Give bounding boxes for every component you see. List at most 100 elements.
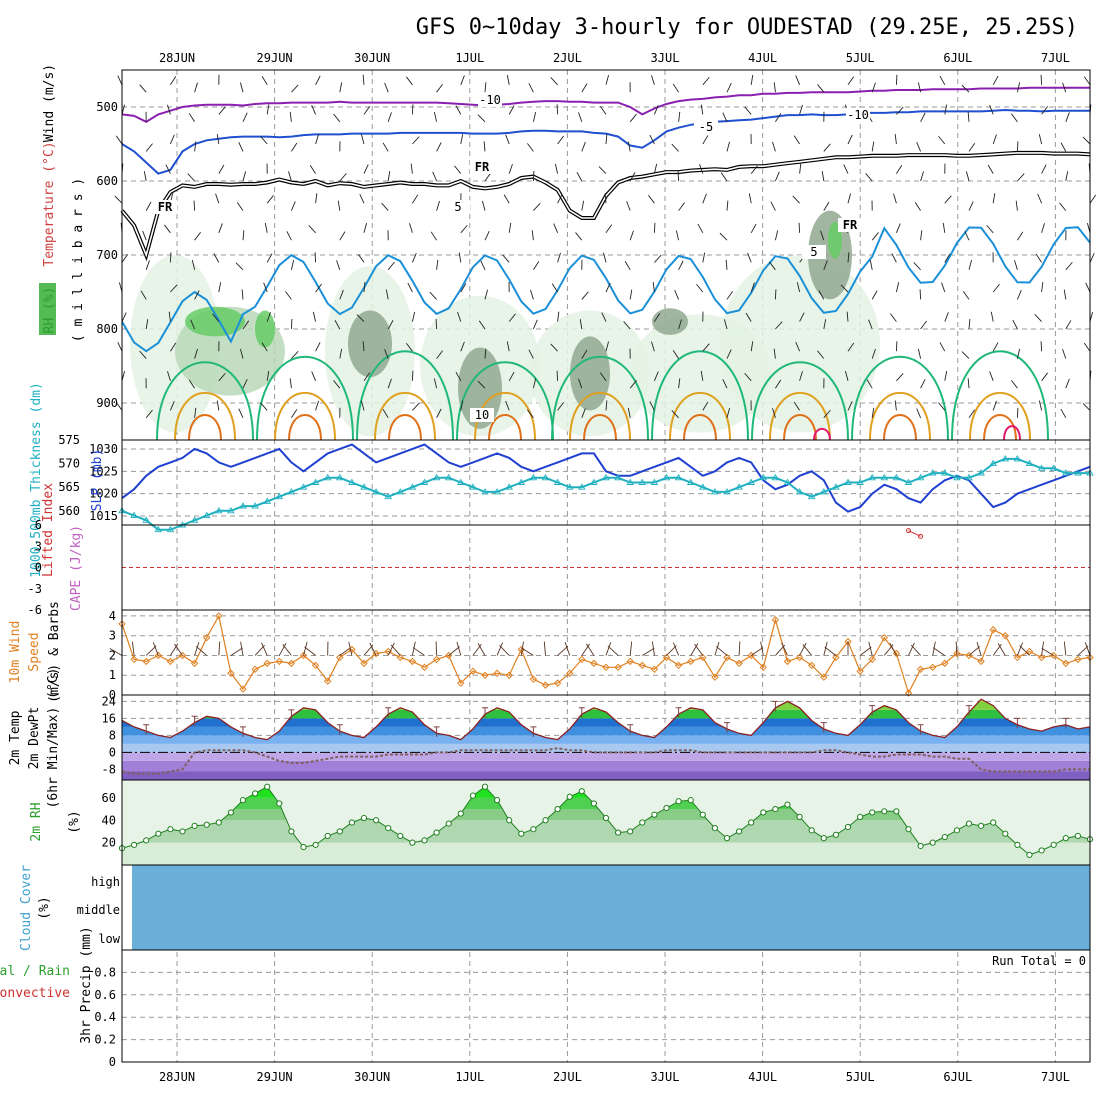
precip-tick-label: 0 [109, 1055, 116, 1069]
wind-barb [266, 311, 271, 322]
wind-barb [1016, 407, 1019, 418]
pressure-tick-label: 900 [96, 396, 118, 410]
wind-tick-label: 0 [109, 688, 116, 702]
wind-barb [649, 134, 655, 145]
time-label-top: 5JUL [846, 51, 875, 65]
wind-barb [260, 136, 268, 145]
rh-point [542, 817, 549, 824]
thickness-marker [360, 483, 368, 490]
rh-point [953, 827, 961, 834]
wind-barb [312, 311, 317, 322]
wind-barb [871, 82, 876, 93]
wind-barb [360, 400, 365, 411]
wind-barb [629, 172, 636, 182]
rh-point [869, 809, 876, 816]
wind-barb [651, 341, 655, 352]
wind-speed-marker [904, 689, 913, 697]
wind-barb [1016, 82, 1021, 93]
wind-barb [865, 173, 873, 182]
thickness-marker [614, 473, 622, 481]
thickness-marker [190, 516, 199, 523]
wind-barb [702, 76, 710, 86]
rh-point [1014, 841, 1021, 848]
wind-barb [700, 370, 704, 381]
thickness-marker [807, 492, 816, 500]
thickness-marker [517, 478, 526, 485]
isotherm-20 [188, 414, 222, 441]
wind-barb [363, 164, 369, 174]
thickness-marker [771, 473, 780, 481]
contour-label: FR [475, 160, 490, 174]
rh-point [215, 819, 222, 826]
wind-barb [457, 311, 462, 322]
wind-barb [1037, 193, 1043, 204]
wind-barb-10m [802, 644, 813, 656]
wind-barb [894, 400, 897, 411]
thickness-marker [348, 478, 356, 485]
rh-point [167, 826, 174, 833]
temp-band [122, 771, 1090, 780]
rh-shading [348, 310, 392, 378]
wind-barb-10m [448, 646, 460, 656]
wind-barb [381, 202, 389, 211]
wind-barb [339, 82, 343, 93]
wind-barb [722, 112, 728, 122]
wind-barb [121, 312, 127, 322]
wind-barb [193, 200, 196, 211]
contour-label-bg [802, 245, 826, 259]
wind-barb [115, 401, 123, 411]
wind-barb [624, 260, 631, 271]
wind-barb [674, 290, 680, 300]
stability-tick-label: -3 [28, 582, 42, 596]
rh-shading [570, 336, 610, 411]
wind-barb [218, 223, 223, 233]
thickness-marker [735, 483, 743, 490]
wind-speed-marker [783, 657, 792, 666]
wind-barb [575, 232, 583, 241]
wind-barb [793, 135, 800, 145]
rh-point [796, 813, 803, 821]
wind-barb [726, 82, 732, 93]
wind-speed-marker [311, 661, 320, 670]
wind-speed-marker [590, 659, 598, 668]
wind-barb [700, 104, 704, 115]
wind-barb [774, 289, 777, 300]
wind-barb [578, 112, 583, 122]
wind-barb [823, 201, 830, 211]
rh-point [530, 826, 537, 833]
wind-barb [308, 225, 316, 234]
rh-point [348, 819, 355, 826]
wind-barb [194, 82, 198, 93]
wind-barb [291, 409, 298, 419]
isotherm-15 [669, 391, 731, 441]
wind-barb [990, 311, 994, 322]
wind-speed-marker [541, 681, 550, 689]
wind-barb [411, 311, 416, 322]
wind-barb [170, 342, 177, 352]
rh-point [615, 829, 622, 836]
wind-barb [339, 289, 344, 300]
wind-speed-marker [795, 653, 804, 662]
wind-barb [799, 163, 802, 174]
wind-barb [363, 105, 371, 115]
wind-barb-10m [760, 641, 764, 656]
rh-point [1062, 835, 1069, 842]
wind-speed-marker [396, 653, 405, 662]
contour-label: 10 [475, 408, 489, 422]
wind-barb-10m [387, 642, 395, 656]
isotherm-20 [288, 414, 322, 441]
rh-point [905, 826, 912, 833]
wind-barb [823, 409, 831, 419]
wind-speed-marker [602, 663, 610, 672]
wind-speed-marker [1037, 653, 1046, 662]
wind-speed-marker [820, 673, 828, 681]
thickness-marker [674, 473, 683, 481]
contour-label: 5 [454, 200, 461, 214]
wind-barb [581, 291, 589, 300]
thickness-marker [868, 473, 876, 481]
wind-barb [145, 319, 149, 330]
isotherm-10 [156, 361, 254, 441]
wind-barb-10m [195, 645, 207, 656]
isotherm-15 [174, 391, 236, 441]
wind-barb [651, 75, 655, 85]
